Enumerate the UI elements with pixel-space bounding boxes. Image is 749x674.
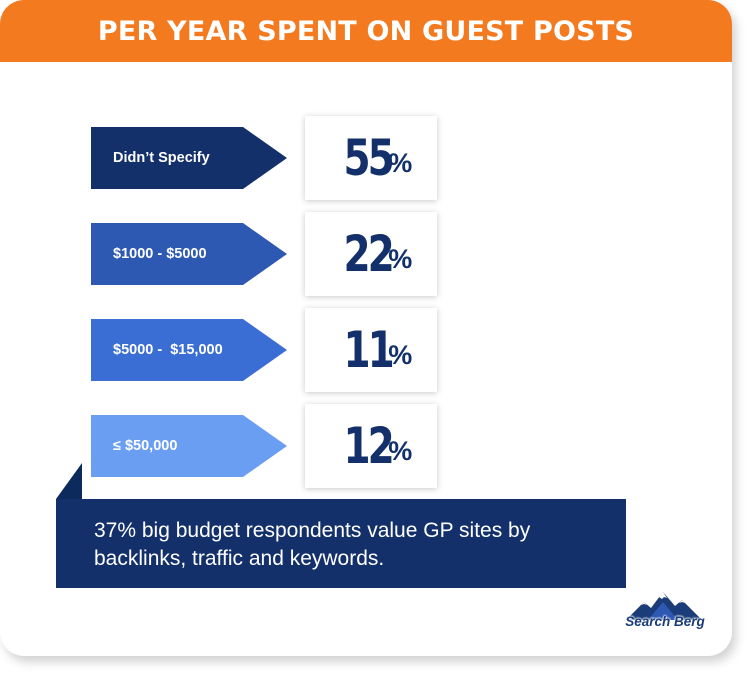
- percentage-box: 22%: [305, 212, 437, 296]
- percentage-value: 22: [343, 225, 394, 283]
- percentage-box: 11%: [305, 308, 437, 392]
- chart-row: $1000 - $5000 22%: [91, 212, 439, 296]
- logo-text: Search Berg: [625, 614, 705, 629]
- category-label: Didn’t Specify: [113, 150, 210, 166]
- percentage-value: 12: [343, 417, 394, 475]
- category-arrow: $5000 - $15,000: [91, 319, 287, 381]
- category-label: $1000 - $5000: [113, 246, 207, 262]
- header-banner: PER YEAR SPENT ON GUEST POSTS: [0, 0, 732, 62]
- search-berg-logo: Search Berg: [618, 590, 712, 636]
- percentage-value: 55: [343, 129, 394, 187]
- percentage-box: 12%: [305, 404, 437, 488]
- category-arrow: Didn’t Specify: [91, 127, 287, 189]
- infographic-card: PER YEAR SPENT ON GUEST POSTS Didn’t Spe…: [0, 0, 732, 636]
- chart-row: $5000 - $15,000 11%: [91, 308, 439, 392]
- percent-sign: %: [388, 147, 413, 178]
- percent-sign: %: [388, 435, 413, 466]
- mountain-icon: [626, 592, 702, 620]
- percent-sign: %: [388, 243, 413, 274]
- page-title: PER YEAR SPENT ON GUEST POSTS: [97, 15, 635, 47]
- category-label: ≤ $50,000: [113, 438, 178, 454]
- note-text: 37% big budget respondents value GP site…: [94, 519, 531, 570]
- percentage-value: 11: [343, 321, 394, 379]
- percent-sign: %: [388, 339, 413, 370]
- note-box: 37% big budget respondents value GP site…: [56, 499, 626, 588]
- category-label: $5000 - $15,000: [113, 342, 223, 358]
- chart-row: ≤ $50,000 12%: [91, 404, 439, 488]
- percentage-box: 55%: [305, 116, 437, 200]
- note-fold: [56, 463, 82, 499]
- chart-row: Didn’t Specify 55%: [91, 116, 439, 200]
- category-arrow: ≤ $50,000: [91, 415, 287, 477]
- category-arrow: $1000 - $5000: [91, 223, 287, 285]
